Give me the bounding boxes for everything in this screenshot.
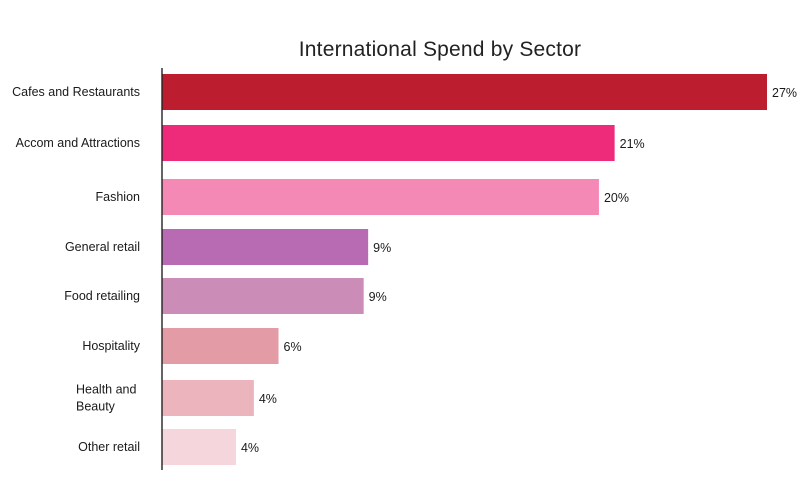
category-label: Other retail bbox=[78, 440, 140, 454]
value-label: 9% bbox=[373, 241, 391, 255]
bar-accom-and-attractions bbox=[162, 125, 615, 161]
value-label: 20% bbox=[604, 191, 629, 205]
bars-layer bbox=[162, 74, 767, 465]
value-label: 6% bbox=[284, 340, 302, 354]
bar-food-retailing bbox=[162, 278, 364, 314]
bar-fashion bbox=[162, 179, 599, 215]
bar-other-retail bbox=[162, 429, 236, 465]
bar-general-retail bbox=[162, 229, 369, 265]
category-label: Accom and Attractions bbox=[16, 136, 140, 150]
chart-title: International Spend by Sector bbox=[298, 38, 582, 61]
category-label: General retail bbox=[65, 240, 140, 254]
category-label: Fashion bbox=[96, 190, 141, 204]
value-label: 21% bbox=[620, 137, 645, 151]
value-label: 4% bbox=[259, 392, 277, 406]
category-label: Food retailing bbox=[64, 289, 140, 303]
category-label: Beauty bbox=[76, 400, 116, 414]
category-label: Hospitality bbox=[82, 339, 140, 353]
bar-health-and-beauty bbox=[162, 380, 254, 416]
category-label: Health and bbox=[76, 383, 137, 397]
labels-layer: 27% Cafes and Restaurants 21% Accom and Att… bbox=[12, 85, 797, 455]
value-label: 27% bbox=[772, 86, 797, 100]
bar-cafes-and-restaurants bbox=[162, 74, 767, 110]
category-label: Cafes and Restaurants bbox=[12, 85, 140, 99]
value-label: 4% bbox=[241, 441, 259, 455]
value-label: 9% bbox=[369, 290, 387, 304]
bar-hospitality bbox=[162, 328, 279, 364]
